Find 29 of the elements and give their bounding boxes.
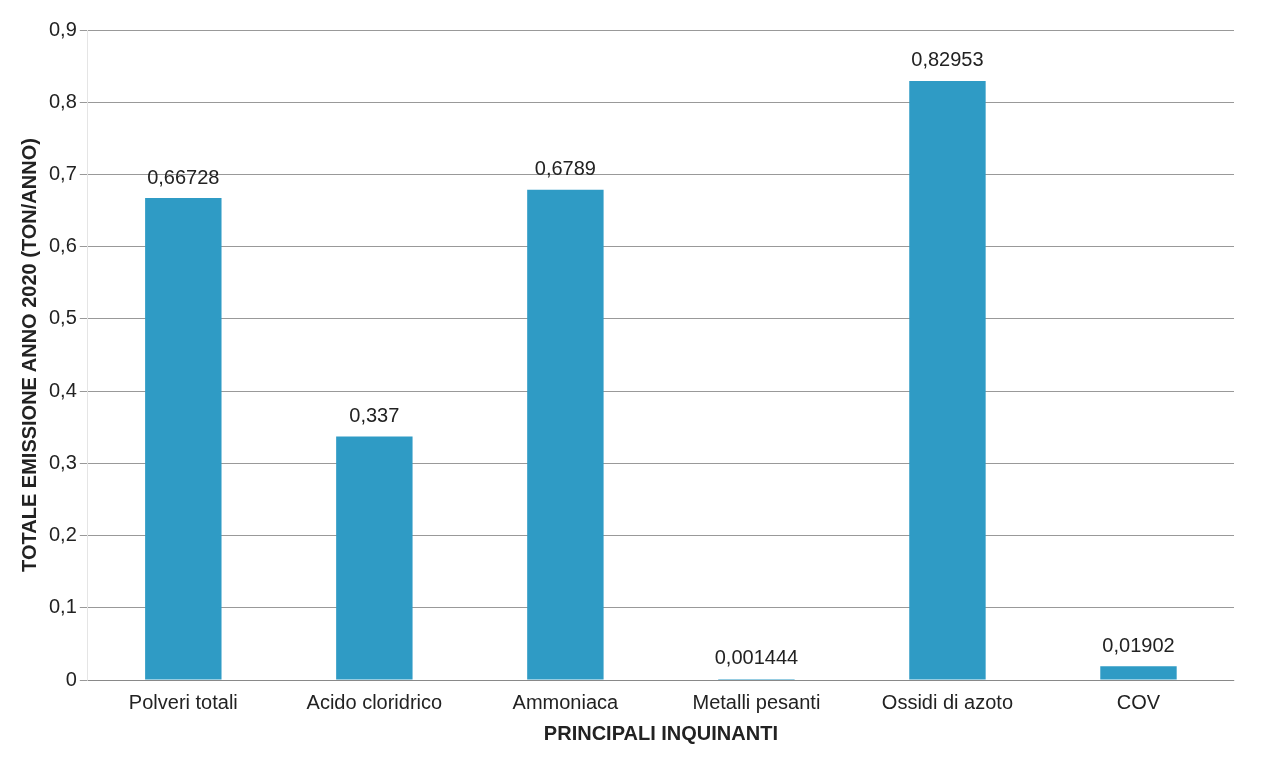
bar xyxy=(145,198,222,680)
y-axis-title: TOTALE EMISSIONE ANNO 2020 (TON/ANNO) xyxy=(17,138,40,572)
bar xyxy=(336,436,413,680)
y-tick-label: 0,3 xyxy=(48,450,77,473)
x-tick-label: Ossidi di azoto xyxy=(881,690,1014,713)
data-label: 0,66728 xyxy=(147,165,220,188)
bar xyxy=(527,189,604,680)
data-label: 0,01902 xyxy=(1102,633,1175,656)
y-tick-label: 0,6 xyxy=(48,234,77,257)
bar xyxy=(1100,666,1177,680)
x-tick-label: Acido cloridrico xyxy=(306,690,443,713)
y-tick-label: 0,2 xyxy=(48,523,77,546)
y-tick-label: 0,9 xyxy=(48,17,77,40)
data-label: 0,6789 xyxy=(534,157,596,180)
y-tick-label: 0,4 xyxy=(48,378,77,401)
bar xyxy=(909,80,986,680)
x-tick-label: COV xyxy=(1116,690,1161,713)
x-tick-label: Polveri totali xyxy=(128,690,238,713)
x-tick-label: Metalli pesanti xyxy=(692,690,821,713)
y-tick-label: 0,5 xyxy=(48,306,77,329)
data-label: 0,001444 xyxy=(714,646,799,669)
y-tick-label: 0,7 xyxy=(48,161,77,184)
x-axis-title: PRINCIPALI INQUINANTI xyxy=(543,721,778,744)
y-tick-label: 0,8 xyxy=(48,89,77,112)
x-tick-label: Ammoniaca xyxy=(512,690,620,713)
y-tick-label: 0,1 xyxy=(48,595,77,618)
data-label: 0,337 xyxy=(349,404,400,427)
y-tick-label: 0 xyxy=(65,667,77,690)
data-label: 0,82953 xyxy=(911,48,984,71)
